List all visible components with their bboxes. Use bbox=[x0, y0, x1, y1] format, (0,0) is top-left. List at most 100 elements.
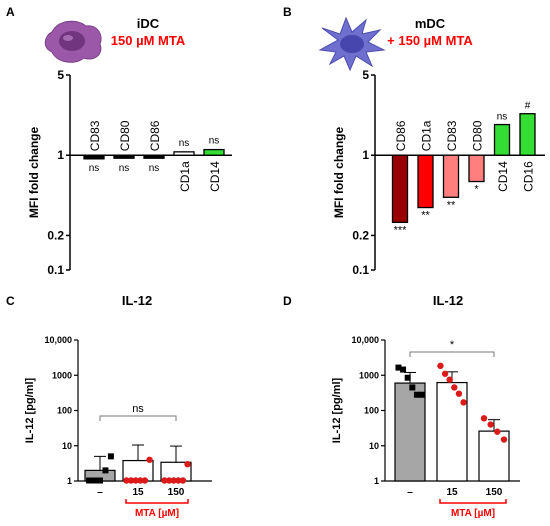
category-label: CD83 bbox=[445, 120, 459, 151]
significance-marker: ns bbox=[89, 163, 100, 174]
y-axis-label: IL-12 [pg/ml] bbox=[24, 377, 36, 443]
data-point bbox=[170, 477, 177, 484]
bar bbox=[493, 123, 511, 156]
bar bbox=[468, 154, 485, 183]
bar bbox=[203, 148, 225, 156]
comparison-label: ns bbox=[132, 403, 144, 415]
data-point bbox=[91, 477, 98, 484]
category-label: CD80 bbox=[471, 120, 485, 151]
bar bbox=[442, 154, 460, 198]
significance-marker: ns bbox=[119, 163, 130, 174]
y-tick-label: 100 bbox=[364, 406, 379, 416]
mta-group-label: MTA [µM] bbox=[451, 508, 495, 519]
category-label: – bbox=[97, 487, 103, 498]
mta-group-bracket bbox=[439, 499, 507, 504]
data-point bbox=[455, 390, 463, 397]
data-point bbox=[404, 374, 411, 381]
bar bbox=[394, 382, 426, 482]
comparison-bracket bbox=[409, 351, 495, 357]
comparison-bracket bbox=[99, 415, 177, 421]
mature-dendritic-cell-icon bbox=[318, 16, 386, 72]
y-tick-label: 10 bbox=[62, 441, 72, 451]
y-tick-label: 100 bbox=[57, 406, 72, 416]
bar bbox=[519, 113, 536, 156]
data-point bbox=[451, 384, 458, 391]
significance-marker: *** bbox=[394, 224, 408, 236]
chart-d: 1 10 100 1000 10,000 IL-12 [pg/ml] – 15 150 * MTA … bbox=[331, 335, 520, 519]
category-label: CD80 bbox=[118, 120, 132, 151]
data-point bbox=[146, 456, 153, 463]
category-label: 15 bbox=[446, 487, 458, 498]
category-label: – bbox=[407, 487, 413, 498]
mta-group-label: MTA [µM] bbox=[135, 508, 179, 519]
bar bbox=[391, 154, 409, 224]
y-tick-label: 1 bbox=[374, 476, 379, 486]
data-point bbox=[395, 364, 402, 371]
y-tick-label: 10,000 bbox=[44, 335, 72, 345]
bar bbox=[83, 154, 105, 160]
data-point bbox=[102, 467, 109, 474]
panel-b-title: mDC bbox=[415, 16, 446, 31]
data-point bbox=[437, 362, 444, 370]
y-tick-label: 5 bbox=[362, 68, 369, 82]
significance-marker: * bbox=[474, 184, 479, 196]
y-tick-label: 1 bbox=[67, 476, 72, 486]
significance-marker: ** bbox=[447, 199, 456, 211]
data-point bbox=[487, 421, 494, 428]
significance-marker: ns bbox=[497, 112, 508, 123]
y-axis-label: MFI fold change bbox=[332, 127, 346, 219]
category-label: 150 bbox=[168, 487, 185, 498]
panel-a-title: iDC bbox=[137, 16, 160, 31]
panel-label-b: B bbox=[283, 5, 292, 19]
data-point bbox=[184, 460, 191, 468]
significance-marker: # bbox=[525, 101, 531, 112]
category-label: CD14 bbox=[496, 161, 510, 192]
data-point bbox=[141, 477, 149, 484]
chart-a: 0.1 0.2 1 5 MFI fold change CD83 ns CD80 ns CD86 n… bbox=[27, 68, 232, 277]
category-label: 15 bbox=[132, 487, 144, 498]
data-point bbox=[441, 370, 449, 377]
y-tick-label: 1 bbox=[362, 148, 369, 162]
panel-d-title: IL-12 bbox=[433, 293, 463, 308]
data-point bbox=[97, 477, 103, 484]
data-point bbox=[400, 366, 407, 373]
data-point bbox=[107, 453, 114, 460]
y-axis-label: IL-12 [pg/ml] bbox=[331, 377, 343, 443]
data-point bbox=[500, 436, 508, 443]
category-label: CD16 bbox=[522, 161, 536, 192]
data-point bbox=[137, 477, 144, 484]
data-point bbox=[409, 384, 416, 391]
y-tick-label: 10,000 bbox=[351, 335, 379, 345]
data-point bbox=[494, 428, 501, 435]
data-point bbox=[165, 477, 173, 484]
significance-marker: ns bbox=[149, 163, 160, 174]
category-label: CD1a bbox=[178, 161, 192, 192]
data-point bbox=[86, 477, 93, 484]
data-point bbox=[418, 391, 425, 398]
bar bbox=[417, 154, 434, 209]
y-tick-label: 1 bbox=[57, 148, 64, 162]
bar bbox=[113, 154, 135, 159]
bar bbox=[173, 151, 195, 156]
panel-b-subtitle: + 150 µM MTA bbox=[387, 33, 473, 48]
panel-label-a: A bbox=[6, 5, 15, 19]
bar bbox=[143, 154, 165, 159]
category-label: 150 bbox=[486, 487, 503, 498]
panel-label-d: D bbox=[283, 294, 292, 308]
y-tick-label: 1000 bbox=[52, 370, 72, 380]
panel-a-subtitle: 150 µM MTA bbox=[111, 33, 186, 48]
y-tick-label: 0.1 bbox=[47, 263, 64, 277]
category-label: CD83 bbox=[88, 120, 102, 151]
significance-marker: ** bbox=[421, 210, 430, 222]
y-tick-label: 1000 bbox=[359, 370, 379, 380]
category-label: CD14 bbox=[208, 161, 222, 192]
data-point bbox=[132, 477, 139, 484]
significance-marker: ns bbox=[179, 138, 190, 149]
y-tick-label: 0.1 bbox=[352, 263, 369, 277]
y-tick-label: 10 bbox=[369, 441, 379, 451]
bar bbox=[436, 381, 468, 482]
comparison-label: * bbox=[450, 339, 455, 351]
y-tick-label: 0.2 bbox=[47, 228, 64, 242]
